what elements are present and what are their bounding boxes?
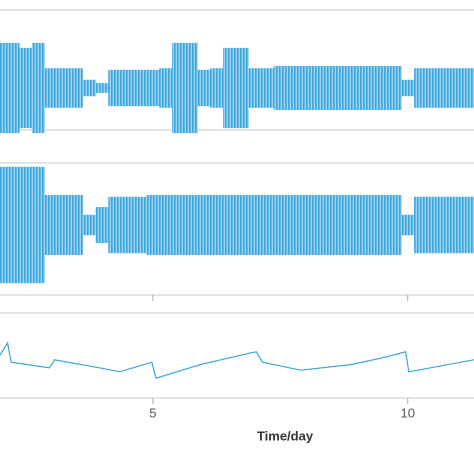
signal-band	[146, 69, 160, 107]
signal-band	[6, 42, 20, 134]
signal-band	[172, 42, 186, 134]
signal-band	[197, 69, 211, 107]
signal-band	[299, 66, 313, 110]
signal-band	[414, 196, 428, 254]
signal-band	[388, 195, 402, 255]
signal-band	[159, 195, 173, 255]
signal-band	[0, 42, 7, 134]
signal-band	[210, 68, 224, 108]
signal-band	[222, 195, 237, 255]
signal-band	[273, 66, 287, 110]
signal-band	[324, 66, 338, 110]
signal-band	[312, 195, 326, 255]
signal-band	[0, 166, 7, 284]
signal-band	[197, 195, 211, 255]
signal-band	[184, 195, 198, 255]
signal-band	[273, 195, 287, 255]
signal-band	[452, 196, 466, 254]
signal-band	[95, 83, 109, 93]
signal-band	[426, 68, 440, 108]
signal-band	[172, 195, 186, 255]
signal-band	[70, 195, 84, 255]
signal-band	[121, 196, 135, 254]
signal-band	[82, 79, 96, 97]
signal-band	[235, 47, 249, 129]
signal-band	[235, 195, 249, 255]
signal-band	[401, 79, 415, 97]
signal-band	[363, 195, 377, 255]
signal-band	[312, 66, 326, 110]
signal-band	[401, 214, 415, 236]
signal-band	[337, 195, 351, 255]
signal-band	[248, 68, 262, 108]
signal-band	[44, 68, 58, 108]
signal-band	[261, 195, 275, 255]
signal-band	[121, 69, 135, 107]
signal-band	[350, 66, 364, 110]
signal-band	[146, 195, 160, 255]
signal-band	[375, 66, 389, 110]
signal-band	[439, 68, 453, 108]
signal-band	[261, 68, 275, 108]
signal-band	[44, 195, 58, 255]
signal-band	[133, 196, 147, 254]
signal-band	[337, 66, 351, 110]
x-tick-label: 5	[149, 405, 156, 420]
signal-band	[452, 68, 466, 108]
signal-band	[159, 68, 173, 108]
signal-band	[19, 47, 33, 129]
signal-band	[439, 196, 453, 254]
signal-band	[388, 66, 402, 110]
signal-band	[184, 42, 198, 134]
signal-band	[426, 196, 440, 254]
signal-band	[222, 47, 237, 129]
signal-band	[375, 195, 389, 255]
signal-band	[95, 207, 109, 243]
signal-band	[465, 68, 474, 108]
signal-band	[350, 195, 364, 255]
signal-band	[465, 196, 474, 254]
signal-band	[31, 42, 45, 134]
signal-band	[57, 68, 71, 108]
x-tick-label: 10	[401, 405, 415, 420]
signal-band	[133, 69, 147, 107]
signal-band	[414, 68, 428, 108]
signal-band	[324, 195, 338, 255]
signal-band	[6, 166, 20, 284]
x-axis-label: Time/day	[257, 428, 314, 443]
signal-band	[210, 195, 224, 255]
signal-band	[57, 195, 71, 255]
signal-band	[299, 195, 313, 255]
signal-band	[286, 195, 300, 255]
signal-band	[31, 166, 45, 284]
signal-band	[19, 166, 33, 284]
signal-band	[70, 68, 84, 108]
signal-line	[0, 341, 474, 379]
signal-band	[363, 66, 377, 110]
signal-band	[82, 214, 96, 236]
signal-band	[108, 69, 122, 107]
signal-band	[108, 196, 122, 254]
signal-band	[248, 195, 262, 255]
signal-band	[286, 66, 300, 110]
